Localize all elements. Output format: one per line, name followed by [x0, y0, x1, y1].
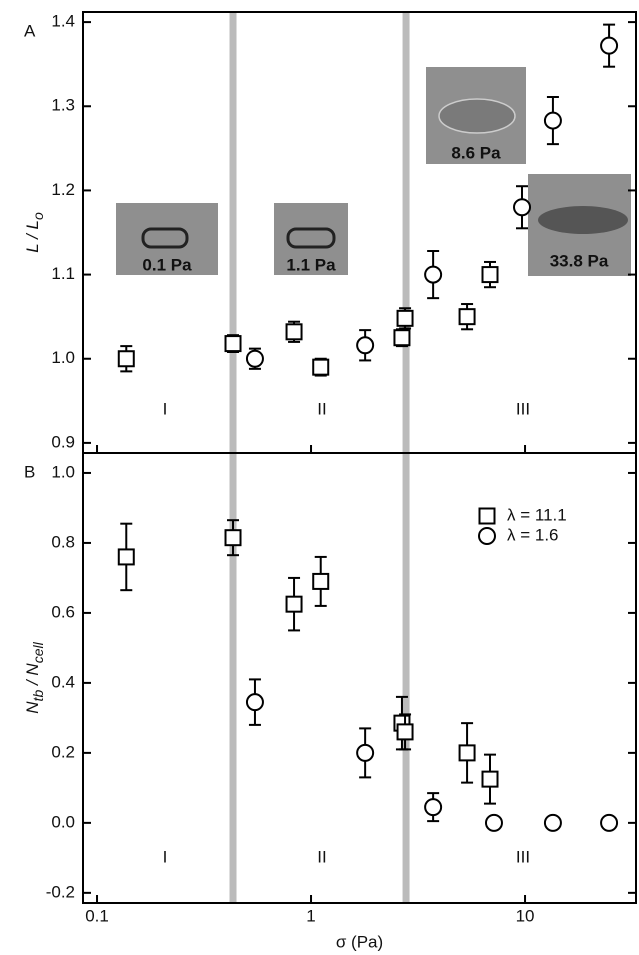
- legend-label: λ = 1.6: [507, 525, 559, 544]
- legend-marker: [478, 507, 496, 525]
- inset-label: 8.6 Pa: [451, 143, 501, 162]
- cell-outline: [538, 206, 628, 234]
- y-tick-label: 0.9: [51, 432, 75, 451]
- region-label: I: [163, 399, 168, 418]
- cell-outline: [286, 227, 336, 249]
- inset-label: 0.1 Pa: [142, 255, 192, 274]
- data-point: [458, 308, 476, 326]
- x-axis-label: σ (Pa): [336, 932, 383, 951]
- data-point: [424, 265, 443, 284]
- data-point: [484, 813, 503, 832]
- data-point: [312, 358, 330, 376]
- cell-outline: [141, 227, 189, 249]
- data-point: [224, 335, 242, 353]
- data-point: [356, 743, 375, 762]
- y-tick-label: 1.4: [51, 12, 75, 31]
- y-axis-label-part: / N: [23, 663, 42, 690]
- y-axis-label: Ntb / Ncell: [23, 641, 45, 713]
- data-point: [285, 323, 303, 341]
- region-label: III: [516, 847, 530, 866]
- y-tick-label: 0.0: [51, 812, 75, 831]
- y-axis-label-subscript: o: [30, 212, 46, 220]
- y-tick-label: 0.4: [51, 672, 75, 691]
- legend-marker: [478, 527, 496, 545]
- y-tick-label: 1.2: [51, 180, 75, 199]
- y-axis-label-part: N: [23, 701, 42, 714]
- inset-image: [116, 203, 218, 275]
- data-point: [458, 744, 476, 762]
- y-axis-label-subscript: tb: [30, 690, 46, 702]
- y-tick-label: 0.6: [51, 602, 75, 621]
- y-axis-label-subscript: cell: [30, 641, 46, 663]
- data-point: [600, 813, 619, 832]
- plot-frame: [82, 452, 637, 904]
- data-point: [245, 349, 264, 368]
- legend-label: λ = 11.1: [507, 505, 567, 524]
- y-axis-label-part: L / L: [23, 220, 42, 253]
- y-tick-label: 1.0: [51, 348, 75, 367]
- y-tick-label: 0.8: [51, 532, 75, 551]
- data-point: [481, 266, 499, 284]
- region-label: II: [317, 399, 326, 418]
- region-label: III: [516, 399, 530, 418]
- inset-label: 33.8 Pa: [550, 251, 609, 270]
- panel-label: A: [24, 21, 36, 40]
- data-point: [396, 309, 414, 327]
- cell-outline: [438, 98, 516, 134]
- data-point: [600, 36, 619, 55]
- region-label: II: [317, 847, 326, 866]
- panel-label: B: [24, 462, 35, 481]
- data-point: [285, 595, 303, 613]
- data-point: [543, 111, 562, 130]
- inset-label: 1.1 Pa: [286, 255, 336, 274]
- x-tick-label: 10: [516, 906, 535, 925]
- inset-images: [116, 67, 631, 276]
- y-axis-label: L / Lo: [23, 212, 45, 253]
- data-point: [245, 693, 264, 712]
- data-point: [396, 723, 414, 741]
- y-tick-label: -0.2: [46, 882, 75, 901]
- data-point: [481, 770, 499, 788]
- data-point: [424, 798, 443, 817]
- data-point: [393, 329, 411, 347]
- x-tick-label: 1: [306, 906, 315, 925]
- y-tick-label: 0.2: [51, 742, 75, 761]
- region-label: I: [163, 847, 168, 866]
- y-tick-label: 1.3: [51, 96, 75, 115]
- data-point: [224, 529, 242, 547]
- data-point: [312, 572, 330, 590]
- data-point: [513, 198, 532, 217]
- y-tick-label: 1.0: [51, 462, 75, 481]
- x-tick-label: 0.1: [85, 906, 109, 925]
- data-point: [117, 548, 135, 566]
- y-tick-label: 1.1: [51, 264, 75, 283]
- data-point: [117, 350, 135, 368]
- data-point: [543, 813, 562, 832]
- inset-image: [274, 203, 348, 275]
- data-point: [356, 336, 375, 355]
